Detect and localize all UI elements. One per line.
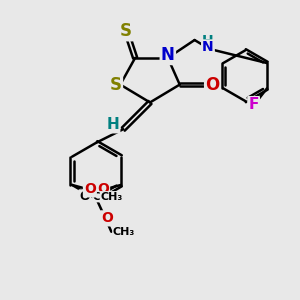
Text: CH₃: CH₃ bbox=[113, 227, 135, 237]
Text: O: O bbox=[84, 182, 96, 197]
Text: H: H bbox=[106, 117, 119, 132]
Text: CH₃: CH₃ bbox=[93, 192, 115, 202]
Text: N: N bbox=[161, 46, 175, 64]
Text: S: S bbox=[110, 76, 122, 94]
Text: N: N bbox=[202, 40, 214, 55]
Text: CH₃: CH₃ bbox=[100, 192, 122, 202]
Text: O: O bbox=[80, 190, 90, 203]
Text: H: H bbox=[202, 34, 214, 48]
Text: S: S bbox=[120, 22, 132, 40]
Text: O: O bbox=[205, 76, 220, 94]
Text: F: F bbox=[248, 97, 259, 112]
Text: O: O bbox=[97, 182, 109, 197]
Text: O: O bbox=[101, 212, 113, 225]
